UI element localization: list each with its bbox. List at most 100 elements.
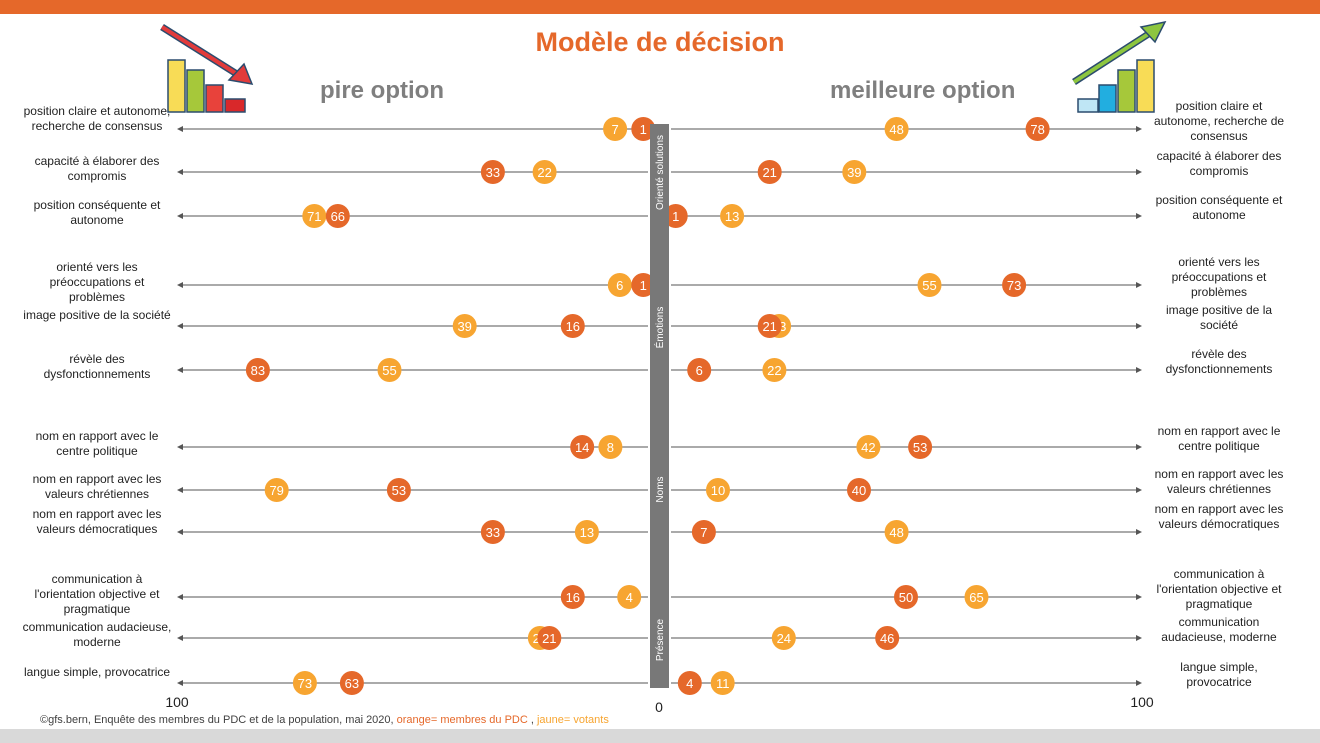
worst-yellow-dot-circle	[532, 160, 557, 184]
row-label-left: orienté vers les préoccupations et probl…	[49, 259, 145, 304]
best-yellow-dot-circle	[856, 435, 881, 459]
best-yellow-dot-label: 48	[889, 525, 903, 540]
best-orange-dot-circle	[757, 314, 782, 338]
worst-orange-dot: 16	[560, 314, 585, 338]
best-orange-dot: 73	[1002, 273, 1027, 297]
best-orange-dot-label: 53	[913, 440, 927, 455]
row-label-left: nom en rapport avec le centre politique	[35, 429, 159, 458]
worst-yellow-dot-label: 6	[616, 278, 623, 293]
worst-orange-dot-circle	[560, 314, 585, 338]
best-orange-dot-label: 50	[899, 590, 913, 605]
best-yellow-dot-label: 24	[777, 631, 791, 646]
group-label: Orienté solutions	[655, 135, 666, 210]
best-orange-dot: 40	[847, 478, 871, 502]
row-label-right: communication audacieuse, moderne	[1161, 615, 1277, 644]
row-label-right: nom en rapport avec les valeurs chrétien…	[1154, 467, 1284, 496]
best-yellow-dot: 39	[842, 160, 867, 184]
best-orange-dot-circle	[1025, 117, 1050, 141]
row-label-right: langue simple, provocatrice	[1180, 660, 1258, 689]
tick-center-0: 0	[655, 699, 663, 715]
worst-yellow-dot: 4	[617, 585, 642, 609]
best-orange-dot: 53	[908, 435, 933, 459]
right-heading: meilleure option	[830, 77, 1016, 104]
best-yellow-dot-label: 11	[716, 676, 730, 691]
worst-yellow-dot-circle	[574, 520, 599, 544]
best-orange-dot-circle	[1002, 273, 1027, 297]
worst-orange-dot: 33	[480, 520, 505, 544]
best-yellow-dot-label: 13	[725, 209, 739, 224]
worst-orange-dot: 21	[537, 626, 562, 650]
group-label: Émotions	[653, 307, 666, 349]
worst-orange-dot: 16	[560, 585, 585, 609]
best-yellow-dot: 11	[710, 671, 735, 695]
worst-orange-dot: 66	[325, 204, 350, 228]
row-label-right: position claire et autonome, recherche d…	[1153, 98, 1285, 143]
footer-yellow-legend: jaune= votants	[536, 714, 609, 726]
best-yellow-dot-label: 22	[767, 363, 781, 378]
worst-yellow-dot-label: 55	[382, 363, 396, 378]
worst-orange-dot-circle	[325, 204, 350, 228]
best-orange-dot: 50	[894, 585, 918, 609]
best-yellow-dot: 10	[706, 478, 730, 502]
row-label-right: image positive de la société	[1165, 303, 1273, 332]
worst-yellow-dot-label: 22	[537, 165, 551, 180]
worst-yellow-dot-label: 39	[457, 319, 471, 334]
worst-orange-dot-label: 66	[331, 209, 345, 224]
best-yellow-dot-circle	[964, 585, 989, 609]
worst-yellow-dot-label: 7	[611, 122, 618, 137]
worst-orange-dot-circle	[560, 585, 585, 609]
worst-orange-dot: 53	[386, 478, 411, 502]
row-label-right: orienté vers les préoccupations et probl…	[1171, 254, 1267, 299]
best-yellow-dot-circle	[706, 478, 730, 502]
worst-orange-dot: 33	[480, 160, 505, 184]
row-label-right: communication à l'orientation objective …	[1156, 566, 1282, 611]
best-orange-dot-label: 21	[762, 319, 776, 334]
best-yellow-dot-label: 65	[969, 590, 983, 605]
row-label-right: position conséquente et autonome	[1155, 193, 1283, 222]
worst-orange-dot-circle	[386, 478, 411, 502]
best-yellow-dot-circle	[771, 626, 796, 650]
worst-yellow-dot-circle	[377, 358, 402, 382]
row-label-left: nom en rapport avec les valeurs démocrat…	[32, 506, 162, 536]
best-orange-dot-circle	[757, 160, 782, 184]
worst-yellow-dot-circle	[617, 585, 642, 609]
best-orange-dot-label: 73	[1007, 278, 1021, 293]
worst-yellow-dot-circle	[598, 435, 623, 459]
best-yellow-dot: 13	[720, 204, 745, 228]
worst-orange-dot: 1	[631, 273, 656, 297]
worst-orange-dot-circle	[537, 626, 562, 650]
row-label-left: révèle des dysfonctionnements	[43, 352, 151, 381]
best-orange-dot-circle	[908, 435, 933, 459]
best-orange-dot-label: 7	[700, 525, 707, 540]
row-label-right: nom en rapport avec le centre politique	[1157, 424, 1281, 453]
worst-orange-dot: 83	[245, 358, 270, 382]
best-yellow-dot: 65	[964, 585, 989, 609]
bottom-bar	[0, 729, 1320, 743]
top-accent-bar	[0, 0, 1320, 14]
footer-separator: ,	[527, 714, 537, 726]
footer-source-text: ©gfs.bern, Enquête des membres du PDC et…	[40, 714, 397, 726]
best-orange-dot-circle	[663, 204, 688, 228]
row-label-left: position claire et autonome, recherche d…	[23, 103, 171, 133]
footer-source: ©gfs.bern, Enquête des membres du PDC et…	[40, 714, 609, 726]
best-yellow-dot: 55	[917, 273, 942, 297]
worst-yellow-dot-label: 8	[607, 440, 614, 455]
worst-orange-dot-label: 33	[486, 525, 500, 540]
worst-orange-dot-label: 16	[566, 590, 580, 605]
best-yellow-dot-label: 55	[922, 278, 936, 293]
best-orange-dot-label: 46	[880, 631, 894, 646]
worst-orange-dot: 1	[631, 117, 656, 141]
best-orange-dot-label: 40	[852, 483, 866, 498]
worst-yellow-dot: 8	[598, 435, 623, 459]
best-yellow-dot-circle	[762, 358, 787, 382]
best-yellow-dot-circle	[842, 160, 867, 184]
worst-yellow-dot-label: 13	[580, 525, 594, 540]
worst-orange-dot-label: 33	[486, 165, 500, 180]
best-orange-dot: 78	[1025, 117, 1050, 141]
center-axis-bar	[650, 124, 669, 688]
worst-orange-dot-circle	[570, 435, 595, 459]
worst-orange-dot-label: 21	[542, 631, 556, 646]
best-orange-dot-circle	[691, 520, 716, 544]
best-orange-dot-circle	[677, 671, 702, 695]
decreasing-bar-chart-icon	[160, 24, 254, 113]
